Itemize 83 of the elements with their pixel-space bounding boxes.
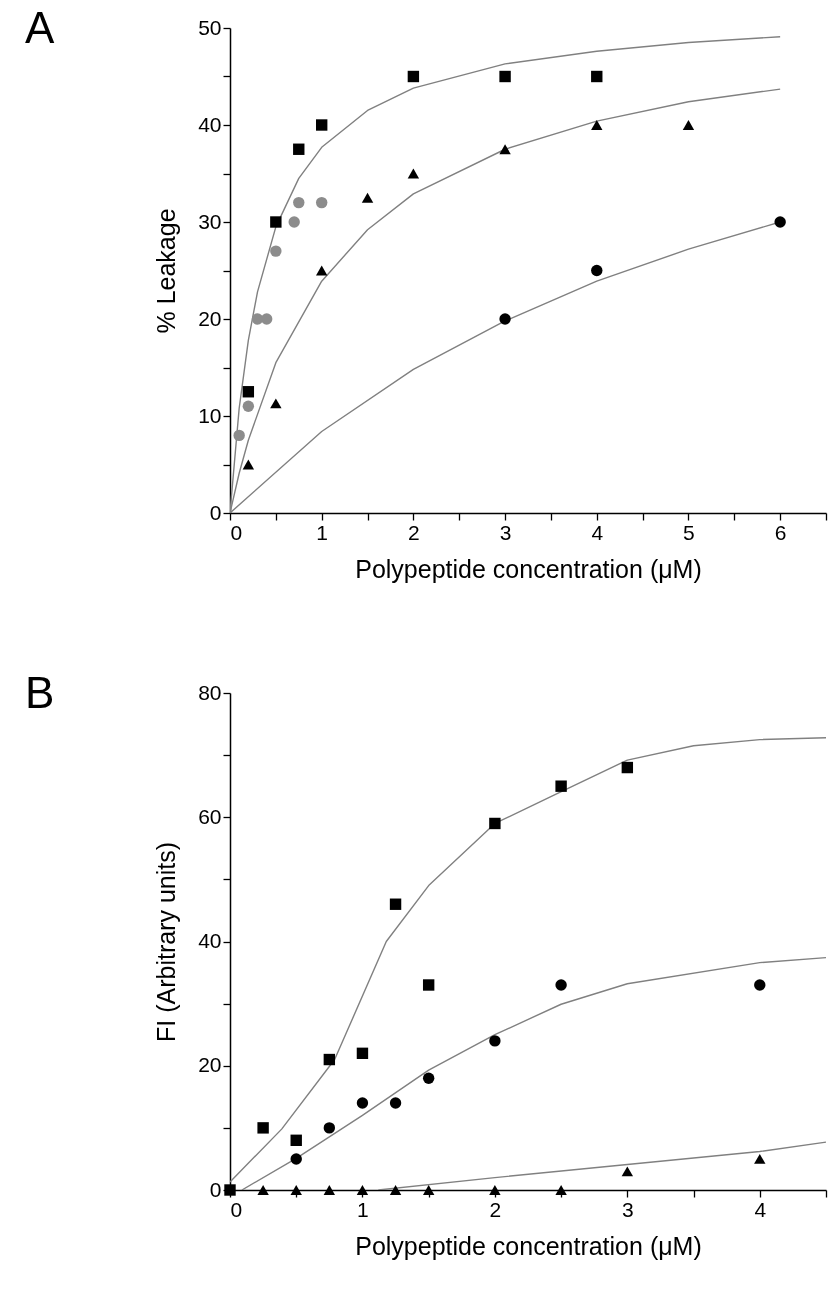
point xyxy=(290,1185,302,1195)
point xyxy=(323,1185,336,1195)
point xyxy=(489,1035,501,1047)
x-tick-label: 5 xyxy=(683,520,695,544)
point xyxy=(407,168,420,179)
x-tick-label: 1 xyxy=(357,1197,369,1221)
y-axis-title: FI (Arbitrary units) xyxy=(152,841,181,1043)
x-axis-title: Polypeptide concentration (μM) xyxy=(355,554,702,583)
point xyxy=(315,196,328,209)
point xyxy=(591,120,603,130)
y-tick-label: 20 xyxy=(198,1053,222,1077)
point xyxy=(407,70,420,83)
point xyxy=(499,70,511,83)
point xyxy=(621,761,634,774)
point xyxy=(323,1122,336,1134)
point xyxy=(754,1154,766,1164)
point xyxy=(389,1185,402,1195)
x-tick-label: 0 xyxy=(230,1197,243,1221)
x-tick-label: 3 xyxy=(621,1197,634,1221)
y-axis-title: % Leakage xyxy=(152,208,181,334)
x-tick-label: 1 xyxy=(316,520,329,544)
point xyxy=(591,70,603,83)
point xyxy=(257,1185,269,1195)
point xyxy=(315,119,328,131)
point xyxy=(555,1185,567,1195)
point xyxy=(356,1185,369,1195)
point xyxy=(389,1097,402,1109)
y-tick-label: 0 xyxy=(209,1177,222,1201)
chart-title: A xyxy=(25,3,55,52)
point xyxy=(270,216,282,228)
point xyxy=(323,1053,336,1066)
y-tick-label: 0 xyxy=(209,500,222,524)
y-tick-label: 50 xyxy=(198,15,222,39)
point xyxy=(621,1166,634,1177)
y-tick-label: 30 xyxy=(198,209,222,233)
point xyxy=(489,817,501,830)
point xyxy=(356,1097,369,1109)
x-tick-label: 4 xyxy=(591,520,604,544)
point xyxy=(754,979,766,991)
point xyxy=(288,216,300,228)
point xyxy=(233,429,245,442)
point xyxy=(242,400,255,412)
point xyxy=(257,1122,269,1134)
line-series xyxy=(230,737,826,1183)
x-tick-label: 0 xyxy=(230,520,243,544)
point xyxy=(422,1185,435,1195)
y-tick-label: 60 xyxy=(198,804,222,828)
point xyxy=(293,196,305,209)
point xyxy=(315,265,328,276)
y-tick-label: 40 xyxy=(198,112,222,136)
y-tick-label: 20 xyxy=(198,306,222,330)
y-tick-label: 10 xyxy=(198,403,222,427)
x-tick-label: 2 xyxy=(408,520,420,544)
point xyxy=(489,1185,501,1195)
point xyxy=(682,120,695,130)
point xyxy=(555,780,567,792)
point xyxy=(290,1134,302,1146)
point xyxy=(290,1153,302,1165)
x-tick-label: 4 xyxy=(754,1197,767,1221)
point xyxy=(270,398,282,409)
x-tick-label: 6 xyxy=(774,520,787,544)
line-series xyxy=(377,1141,826,1190)
point xyxy=(242,386,255,398)
x-tick-label: 3 xyxy=(499,520,512,544)
y-tick-label: 40 xyxy=(198,929,222,952)
point xyxy=(356,1047,369,1060)
point xyxy=(361,192,374,203)
x-axis-title: Polypeptide concentration (μM) xyxy=(355,1231,702,1260)
point xyxy=(591,264,603,277)
point xyxy=(389,898,402,910)
point xyxy=(555,979,567,991)
point xyxy=(242,459,255,470)
point xyxy=(499,313,511,325)
y-tick-label: 80 xyxy=(198,680,222,704)
point xyxy=(422,979,435,991)
line-series xyxy=(241,956,826,1190)
x-tick-label: 2 xyxy=(489,1197,502,1221)
point xyxy=(774,216,786,228)
chart-title: B xyxy=(25,668,55,717)
point xyxy=(270,245,282,257)
point xyxy=(499,144,511,155)
point xyxy=(422,1072,435,1084)
point xyxy=(293,143,305,155)
